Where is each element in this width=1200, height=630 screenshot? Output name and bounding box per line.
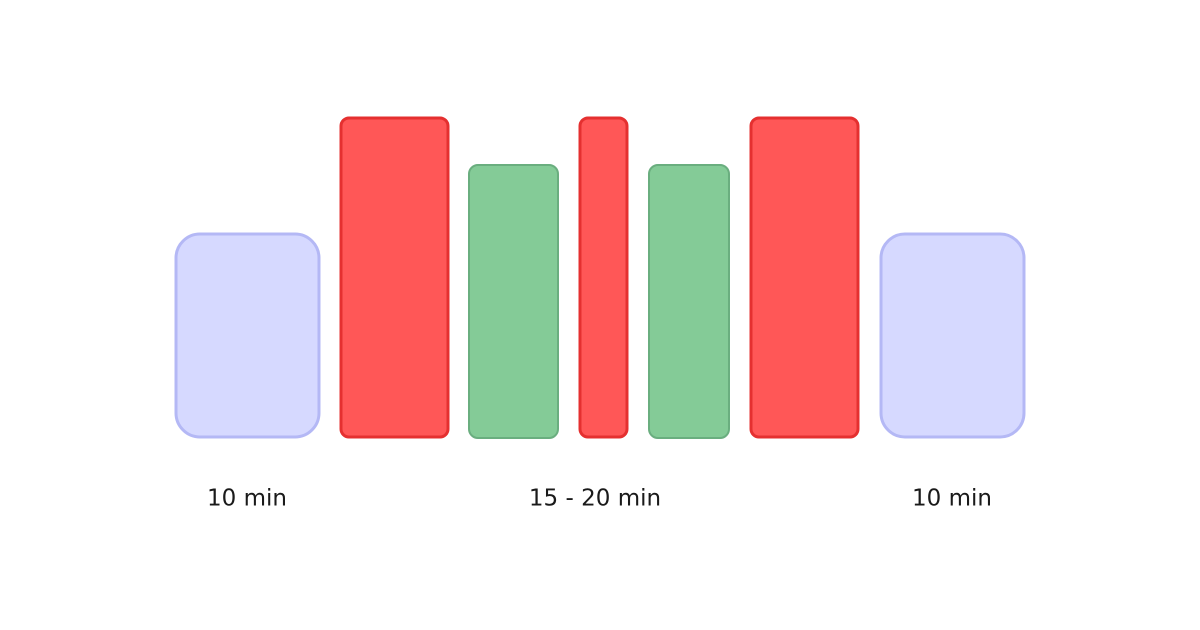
warmup-label: 10 min [207,486,287,512]
cooldown-label: 10 min [912,486,992,512]
hard-block [749,116,860,439]
easy-block [468,164,559,439]
easy-block [648,164,730,439]
main-set-label: 15 - 20 min [529,486,661,512]
hard-block [339,116,450,439]
warmup-block [174,232,321,439]
hard-block [578,116,629,439]
cooldown-block [879,232,1026,439]
